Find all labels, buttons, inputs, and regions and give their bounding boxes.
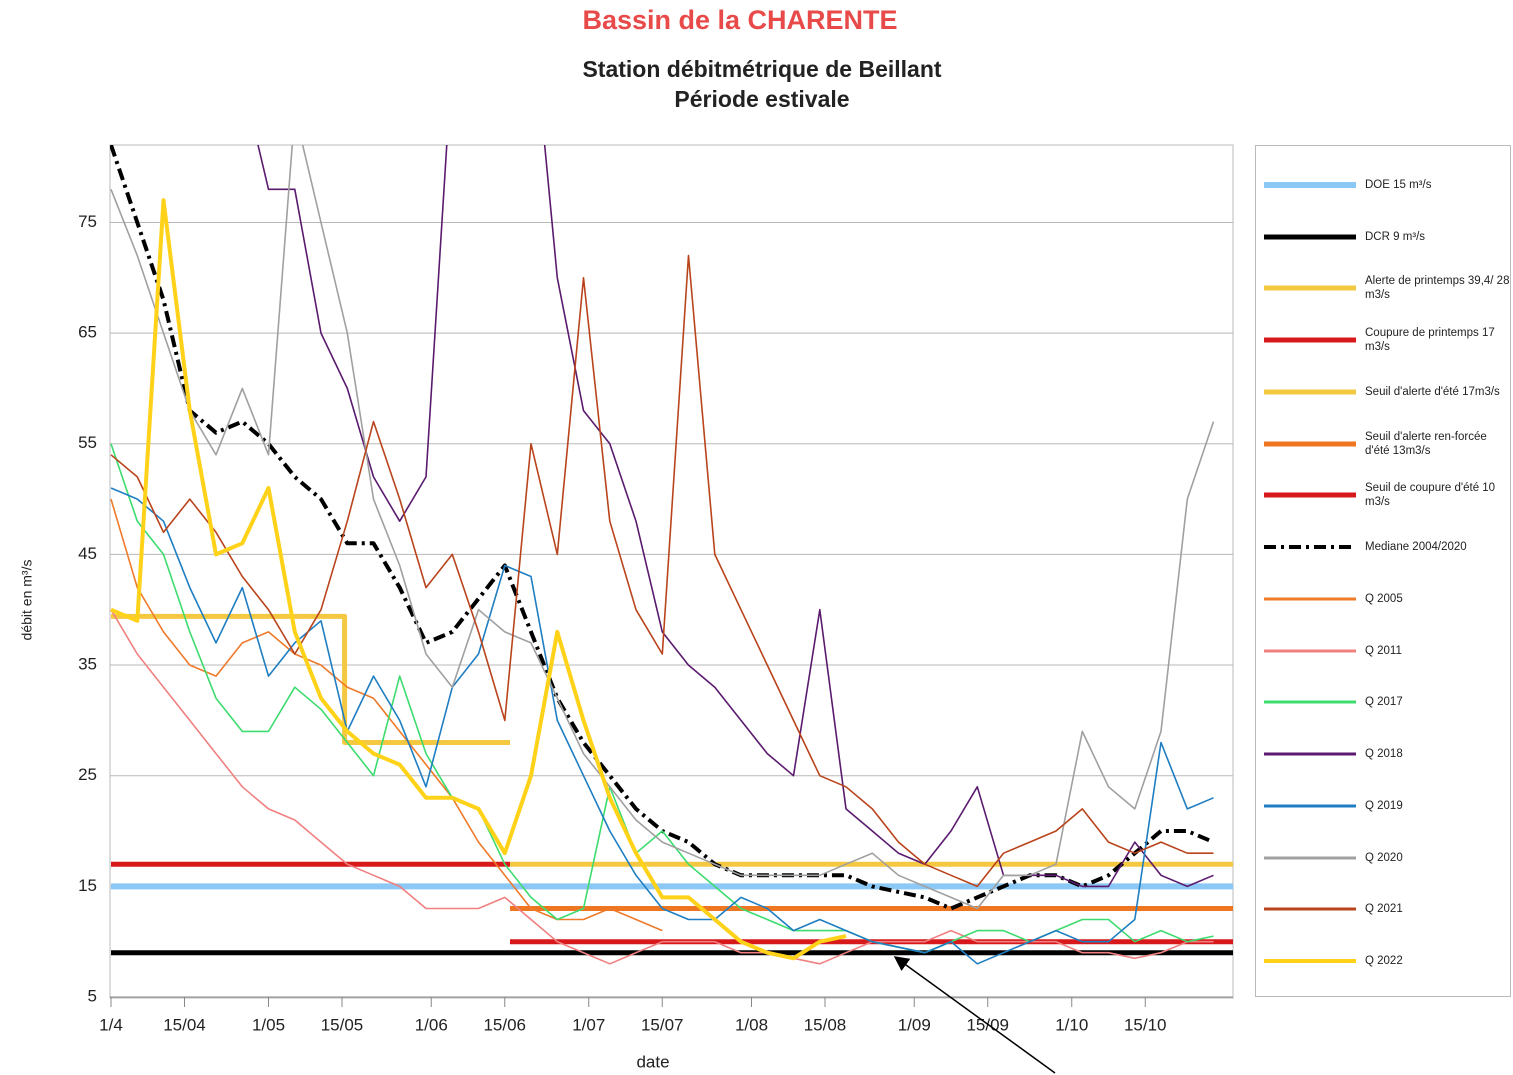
axes: 5 15 25 35 45 55 65 75 1/4 15/04 1/05 15/05 1/06 15/0… — [78, 212, 1233, 1034]
legend-swatch — [1264, 389, 1356, 395]
series-line — [111, 613, 510, 745]
x-tick-label: 15/04 — [163, 1015, 206, 1034]
grid — [110, 221, 1233, 998]
x-tick-label: 1/10 — [1055, 1015, 1088, 1034]
x-axis-label: date — [636, 1052, 669, 1071]
y-tick-label: 25 — [78, 765, 97, 784]
legend-entry: Coupure de printemps 17 m3/s — [1262, 320, 1508, 360]
x-tick-label: 15/06 — [483, 1015, 526, 1034]
legend-label: Seuil d'alerte d'été 17m3/s — [1365, 385, 1500, 398]
y-tick-label: 65 — [78, 323, 97, 342]
legend-label: Q 2021 — [1365, 903, 1403, 916]
legend-label: Q 2017 — [1365, 696, 1403, 709]
series-line — [110, 254, 1214, 888]
legend-label: Mediane 2004/2020 — [1365, 541, 1467, 554]
x-tick-label: 1/09 — [898, 1015, 931, 1034]
legend-swatch — [1264, 182, 1356, 188]
legend-label: Coupure de printemps 17 m3/s — [1365, 327, 1495, 354]
legend-entry: Seuil de coupure d'été 10 m3/s — [1262, 475, 1508, 515]
legend-swatch — [1264, 700, 1356, 704]
legend-entry: DOE 15 m³/s — [1262, 165, 1508, 205]
legend-entry: Q 2018 — [1262, 734, 1508, 774]
y-tick-label: 35 — [78, 655, 97, 674]
legend-label: DOE 15 m³/s — [1365, 179, 1432, 191]
legend-label: Q 2022 — [1365, 955, 1403, 967]
legend-label: Alerte de printemps 39,4/ 28 m3/s — [1365, 275, 1510, 302]
legend-entry: Alerte de printemps 39,4/ 28 m3/s — [1262, 268, 1510, 308]
legend-swatch — [1264, 804, 1356, 808]
legend-swatch — [1264, 492, 1356, 498]
plot-area — [110, 145, 1233, 965]
legend-label: Q 2019 — [1365, 799, 1403, 812]
legend-entry: Q 2022 — [1262, 941, 1508, 981]
y-tick-label: 75 — [78, 212, 97, 231]
series-line — [110, 198, 847, 961]
x-tick-label: 1/08 — [735, 1015, 768, 1034]
legend-swatch — [1264, 337, 1356, 343]
x-tick-label: 1/07 — [572, 1015, 605, 1034]
annotation-arrow — [893, 956, 1056, 1074]
y-tick-label: 45 — [78, 544, 97, 563]
plot-frame — [109, 144, 1234, 999]
x-tick-label: 15/10 — [1124, 1015, 1167, 1034]
legend-label: Q 2020 — [1365, 851, 1403, 864]
series-line — [110, 498, 663, 932]
legend-label: Q 2005 — [1365, 592, 1403, 605]
chart-subtitle: Période estivale — [674, 86, 849, 112]
legend-label: Q 2018 — [1365, 748, 1403, 761]
legend-swatch — [1264, 752, 1356, 756]
legend-swatch — [1264, 285, 1356, 291]
legend-label: Q 2011 — [1365, 644, 1402, 657]
legend-entry: Q 2021 — [1262, 889, 1508, 929]
chart-subtitle: Station débitmétrique de Beillant — [582, 56, 941, 82]
legend-entry: Seuil d'alerte d'été 17m3/s — [1262, 372, 1508, 412]
x-tick-label: 15/08 — [804, 1015, 847, 1034]
legend-label: Seuil de coupure d'été 10 m3/s — [1365, 482, 1496, 509]
chart-title: Bassin de la CHARENTE — [582, 5, 897, 35]
x-tick-label: 1/4 — [99, 1015, 123, 1034]
y-tick-label: 15 — [78, 876, 97, 895]
legend-entry: DCR 9 m³/s — [1262, 217, 1508, 257]
legend-swatch — [1264, 856, 1356, 860]
legend-swatch — [1264, 597, 1356, 601]
legend-swatch — [1264, 649, 1356, 653]
legend-swatch — [1264, 441, 1356, 447]
legend-entry: Seuil d'alerte ren-forcée d'été 13m3/s — [1262, 424, 1508, 464]
legend-swatch — [1264, 907, 1356, 911]
legend-swatch — [1264, 959, 1356, 963]
legend-entry: Q 2017 — [1262, 682, 1508, 722]
legend-entry: Mediane 2004/2020 — [1262, 527, 1508, 567]
y-tick-label: 5 — [88, 986, 97, 1005]
legend: DOE 15 m³/s DCR 9 m³/s Alerte de printemps… — [1255, 145, 1511, 997]
legend-entry: Q 2020 — [1262, 838, 1508, 878]
legend-label: DCR 9 m³/s — [1365, 230, 1426, 243]
y-tick-label: 55 — [78, 433, 97, 452]
x-tick-label: 1/05 — [252, 1015, 285, 1034]
series-line — [110, 145, 1215, 910]
legend-entry: Q 2019 — [1262, 786, 1508, 826]
legend-swatch — [1264, 545, 1356, 550]
series-line — [110, 487, 1214, 965]
legend-entry: Q 2005 — [1262, 579, 1508, 619]
x-tick-label: 15/07 — [641, 1015, 684, 1034]
legend-entry: Q 2011 — [1262, 631, 1508, 671]
y-axis-label: débit en m³/s — [19, 560, 35, 641]
legend-swatch — [1264, 234, 1356, 240]
x-tick-label: 15/05 — [321, 1015, 364, 1034]
legend-label: Seuil d'alerte ren-forcée d'été 13m3/s — [1365, 430, 1487, 457]
x-tick-label: 1/06 — [415, 1015, 448, 1034]
